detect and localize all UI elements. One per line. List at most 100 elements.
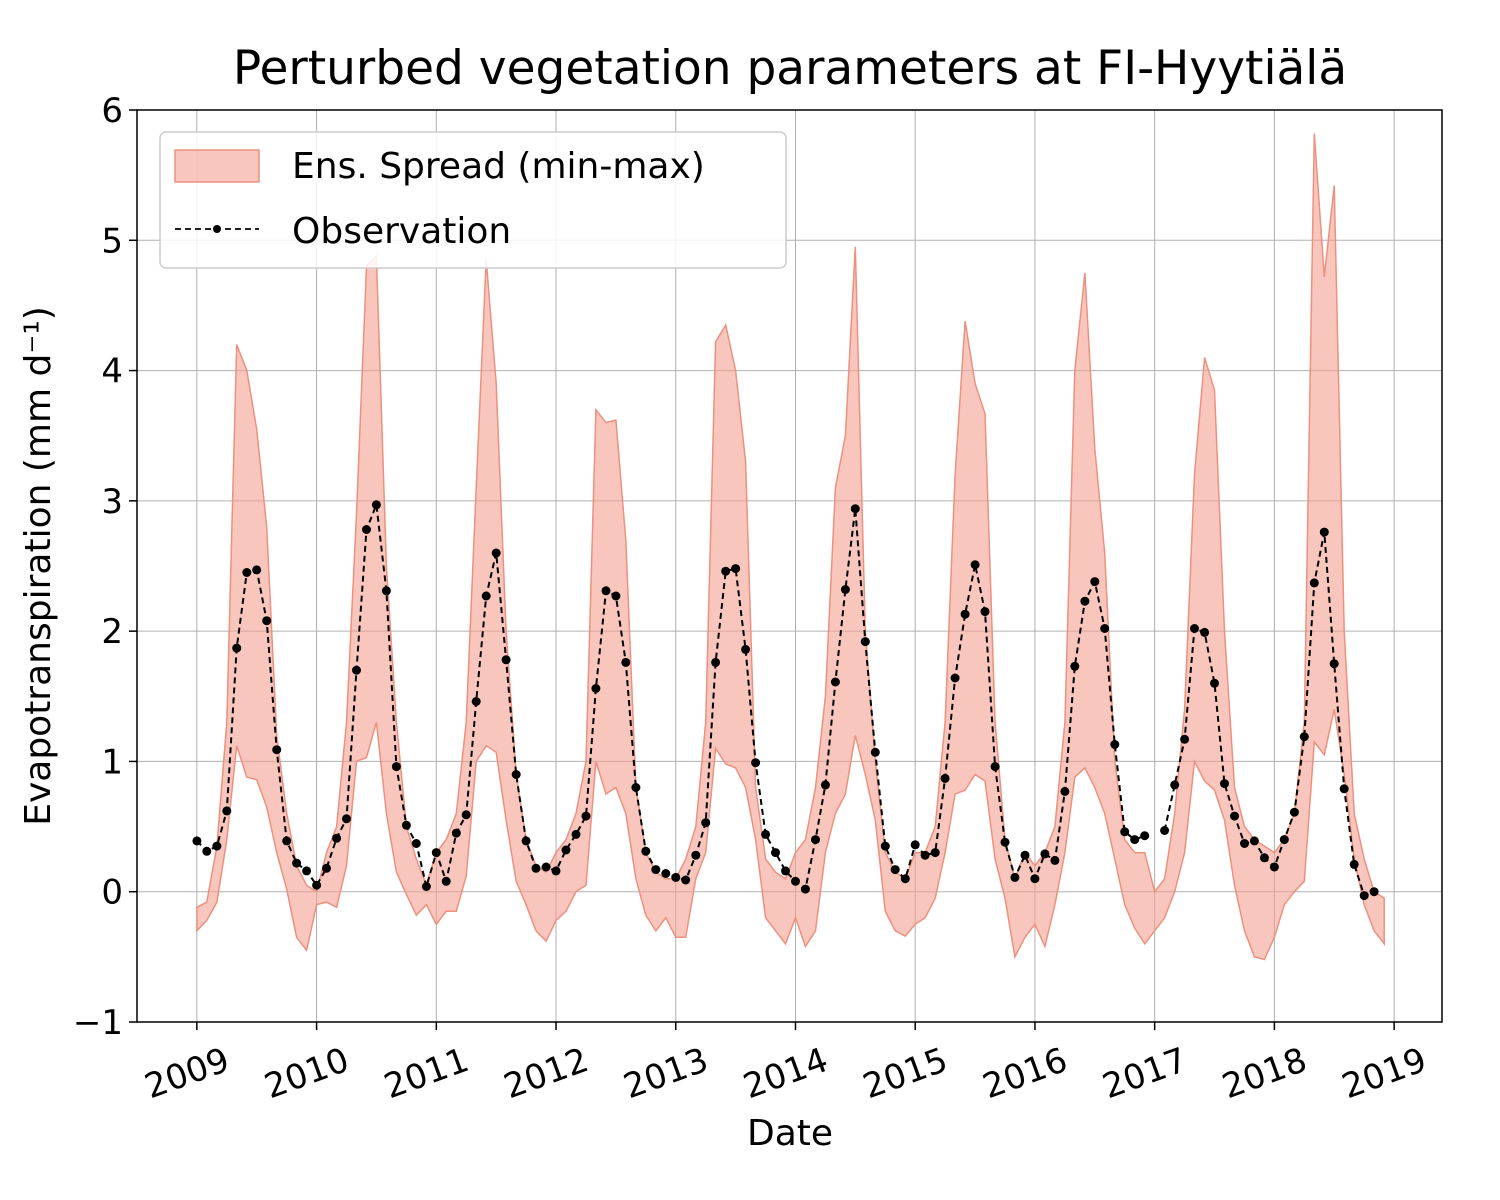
observation-point: [1259, 853, 1269, 863]
observation-point: [1170, 780, 1180, 790]
observation-point: [880, 841, 890, 851]
observation-point: [811, 835, 820, 845]
observation-point: [1090, 577, 1100, 587]
observation-point: [1210, 678, 1219, 688]
observation-point: [751, 758, 761, 768]
observation-point: [342, 814, 351, 824]
observation-point: [222, 806, 232, 816]
observation-point: [641, 846, 651, 856]
y-tick-label: 1: [101, 742, 123, 782]
observation-point: [501, 655, 511, 665]
observation-point: [461, 810, 471, 820]
observation-point: [401, 820, 411, 830]
observation-point: [371, 500, 381, 510]
observation-point: [262, 616, 272, 626]
observation-point: [621, 657, 631, 667]
observation-point: [591, 684, 601, 693]
observation-point: [930, 848, 940, 858]
observation-point: [1359, 891, 1369, 901]
observation-point: [352, 665, 361, 675]
observation-point: [391, 762, 401, 772]
observation-point: [840, 585, 850, 594]
observation-point: [731, 564, 741, 574]
observation-point: [1329, 659, 1339, 669]
observation-point: [860, 637, 870, 647]
observation-point: [491, 548, 501, 558]
observation-point: [1269, 862, 1279, 872]
legend-observation-marker: [213, 225, 221, 233]
observation-point: [1200, 627, 1210, 637]
observation-point: [1220, 779, 1229, 789]
observation-point: [551, 866, 561, 876]
observation-point: [820, 780, 830, 790]
observation-point: [1230, 811, 1239, 821]
observation-point: [1110, 740, 1120, 749]
observation-point: [212, 841, 222, 851]
observation-point: [312, 880, 322, 890]
observation-point: [332, 833, 342, 843]
observation-point: [681, 875, 691, 885]
observation-line: [1163, 531, 1375, 897]
observation-point: [1249, 836, 1259, 846]
legend: Ens. Spread (min-max) Observation: [159, 131, 787, 269]
observation-point: [1030, 874, 1040, 884]
observation-point: [531, 863, 541, 873]
observation-point: [1080, 596, 1090, 606]
observation-point: [910, 840, 920, 850]
observation-point: [202, 846, 212, 856]
observation-point: [1240, 839, 1249, 848]
legend-observation-label: Observation: [292, 211, 511, 252]
observation-point: [1319, 527, 1329, 537]
observation-point: [292, 858, 302, 868]
observation-point: [1040, 849, 1050, 859]
observation-point: [611, 591, 621, 601]
observation-point: [850, 504, 860, 514]
observation-point: [631, 783, 641, 792]
observation-line: [196, 504, 1146, 891]
observation-point: [601, 586, 611, 596]
observation-point: [771, 848, 780, 858]
observation-point: [322, 863, 331, 873]
observation-point: [411, 839, 421, 848]
observation-point: [830, 677, 840, 687]
observation-point: [451, 828, 461, 838]
spread-band-group: [196, 133, 1385, 961]
observation-point: [721, 566, 731, 576]
observation-point: [1339, 784, 1349, 794]
observation-point: [711, 657, 721, 667]
observation-point: [1349, 859, 1359, 869]
observation-point: [302, 866, 312, 876]
observation-point: [362, 525, 371, 534]
observation-point: [1309, 578, 1319, 588]
observation-point: [1000, 837, 1010, 847]
observation-point: [1060, 786, 1070, 796]
y-tick-label: 6: [101, 91, 123, 131]
y-tick-label: 2: [101, 612, 123, 652]
y-axis-ticks: −1 0 1 2 3 4 5 6: [73, 91, 137, 1043]
observation-point: [282, 836, 292, 846]
observation-point: [800, 884, 810, 894]
observation-point: [781, 866, 790, 876]
observation-point: [1190, 624, 1199, 633]
observation-point: [1010, 872, 1020, 882]
legend-spread-swatch: [174, 149, 260, 183]
observation-point: [192, 836, 202, 846]
observation-point: [1160, 826, 1170, 835]
observation-point: [1070, 661, 1080, 671]
y-tick-label: 4: [101, 352, 123, 392]
observation-point: [1050, 855, 1060, 865]
observation-point: [441, 876, 451, 886]
observation-point: [741, 644, 751, 654]
observation-point: [920, 850, 930, 860]
observation-point: [701, 818, 711, 828]
chart-title: Perturbed vegetation parameters at FI-Hy…: [233, 41, 1347, 96]
legend-spread-label: Ens. Spread (min-max): [292, 146, 705, 187]
observation-point: [761, 829, 771, 839]
observation-point: [381, 586, 391, 596]
y-axis-label: Evapotranspiration (mm d⁻¹): [18, 306, 59, 826]
observation-point: [561, 845, 571, 855]
observation-point: [950, 673, 960, 683]
observation-point: [651, 865, 661, 875]
observation-point: [980, 607, 990, 617]
